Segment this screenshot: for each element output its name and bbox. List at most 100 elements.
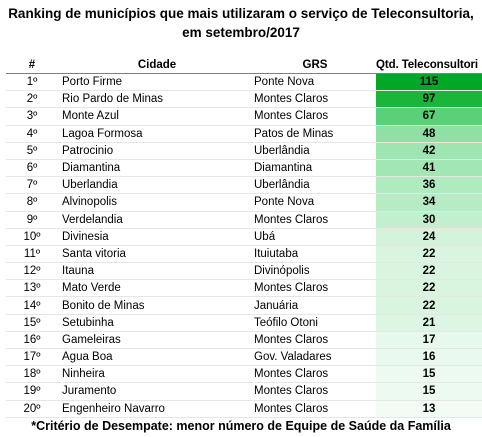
grs-cell: Divinópolis xyxy=(252,262,376,281)
qtd-cell: 22 xyxy=(376,296,482,315)
qtd-cell: 22 xyxy=(376,262,482,281)
rank-cell: 12º xyxy=(6,262,58,281)
rank-cell: 6º xyxy=(6,159,58,178)
rank-cell: 9º xyxy=(6,211,58,229)
city-cell: Verdelandia xyxy=(58,211,252,229)
table-row: 11º Santa vitoria Ituiutaba 22 xyxy=(6,245,482,264)
rank-cell: 18º xyxy=(6,365,58,384)
qtd-cell: 41 xyxy=(376,159,482,178)
qtd-cell: 42 xyxy=(376,142,482,160)
table-row: 7º Uberlandia Uberlândia 36 xyxy=(6,176,482,195)
city-cell: Uberlandia xyxy=(58,176,252,195)
rank-cell: 16º xyxy=(6,331,58,350)
grs-cell: Uberlândia xyxy=(252,142,376,160)
grs-cell: Gov. Valadares xyxy=(252,348,376,367)
table-row: 18º Ninheira Montes Claros 15 xyxy=(6,365,482,384)
table-row: 13º Mato Verde Montes Claros 22 xyxy=(6,279,482,298)
qtd-cell: 67 xyxy=(376,107,482,126)
qtd-cell: 115 xyxy=(376,73,482,92)
grs-cell: Ubá xyxy=(252,228,376,246)
tiebreak-note: *Critério de Desempate: menor número de … xyxy=(31,419,451,433)
rank-cell: 14º xyxy=(6,296,58,315)
grs-cell: Diamantina xyxy=(252,159,376,178)
rank-cell: 1º xyxy=(6,73,58,92)
title-line-2: em setembro/2017 xyxy=(182,25,300,40)
qtd-cell: 15 xyxy=(376,365,482,384)
grs-cell: Teófilo Otoni xyxy=(252,314,376,332)
grs-cell: Montes Claros xyxy=(252,382,376,401)
rank-cell: 11º xyxy=(6,245,58,264)
table-row: 17º Agua Boa Gov. Valadares 16 xyxy=(6,348,482,367)
grs-cell: Uberlândia xyxy=(252,176,376,195)
header-row: # Cidade GRS Qtd. Teleconsultori xyxy=(6,57,482,74)
ranking-table: # Cidade GRS Qtd. Teleconsultori 1º Porto… xyxy=(6,57,482,418)
table-row: 12º Itauna Divinópolis 22 xyxy=(6,262,482,281)
table-row: 20º Engenheiro Navarro Montes Claros 13 xyxy=(6,400,482,418)
grs-cell: Montes Claros xyxy=(252,400,376,418)
qtd-cell: 21 xyxy=(376,314,482,332)
city-cell: Patrocinio xyxy=(58,142,252,160)
grs-cell: Montes Claros xyxy=(252,365,376,384)
grs-cell: Montes Claros xyxy=(252,107,376,126)
qtd-cell: 15 xyxy=(376,382,482,401)
qtd-cell: 30 xyxy=(376,211,482,229)
grs-cell: Montes Claros xyxy=(252,90,376,109)
qtd-cell: 48 xyxy=(376,125,482,143)
rank-cell: 8º xyxy=(6,193,58,212)
city-cell: Gameleiras xyxy=(58,331,252,350)
rank-cell: 19º xyxy=(6,382,58,401)
qtd-cell: 13 xyxy=(376,400,482,418)
city-cell: Monte Azul xyxy=(58,107,252,126)
city-cell: Setubinha xyxy=(58,314,252,332)
header-rank: # xyxy=(6,57,58,74)
city-cell: Diamantina xyxy=(58,159,252,178)
qtd-cell: 16 xyxy=(376,348,482,367)
rank-cell: 7º xyxy=(6,176,58,195)
qtd-cell: 17 xyxy=(376,331,482,350)
grs-cell: Ponte Nova xyxy=(252,193,376,212)
city-cell: Ninheira xyxy=(58,365,252,384)
qtd-cell: 34 xyxy=(376,193,482,212)
city-cell: Divinesia xyxy=(58,228,252,246)
table-row: 10º Divinesia Ubá 24 xyxy=(6,228,482,246)
rank-cell: 13º xyxy=(6,279,58,298)
grs-cell: Montes Claros xyxy=(252,211,376,229)
rank-cell: 2º xyxy=(6,90,58,109)
table-row: 4º Lagoa Formosa Patos de Minas 48 xyxy=(6,125,482,143)
grs-cell: Januária xyxy=(252,296,376,315)
table-row: 6º Diamantina Diamantina 41 xyxy=(6,159,482,178)
table-row: 2º Rio Pardo de Minas Montes Claros 97 xyxy=(6,90,482,109)
rank-cell: 20º xyxy=(6,400,58,418)
grs-cell: Ponte Nova xyxy=(252,73,376,92)
city-cell: Porto Firme xyxy=(58,73,252,92)
city-cell: Agua Boa xyxy=(58,348,252,367)
city-cell: Bonito de Minas xyxy=(58,296,252,315)
table-row: 14º Bonito de Minas Januária 22 xyxy=(6,296,482,315)
city-cell: Alvinopolis xyxy=(58,193,252,212)
table-row: 19º Juramento Montes Claros 15 xyxy=(6,382,482,401)
table-body: 1º Porto Firme Ponte Nova 115 2º Rio Pardo de… xyxy=(6,73,482,418)
rank-cell: 17º xyxy=(6,348,58,367)
qtd-cell: 36 xyxy=(376,176,482,195)
city-cell: Itauna xyxy=(58,262,252,281)
city-cell: Lagoa Formosa xyxy=(58,125,252,143)
table-row: 8º Alvinopolis Ponte Nova 34 xyxy=(6,193,482,212)
table-row: 5º Patrocinio Uberlândia 42 xyxy=(6,142,482,160)
grs-cell: Ituiutaba xyxy=(252,245,376,264)
table-row: 9º Verdelandia Montes Claros 30 xyxy=(6,211,482,229)
table-row: 1º Porto Firme Ponte Nova 115 xyxy=(6,73,482,92)
rank-cell: 15º xyxy=(6,314,58,332)
table-header: # Cidade GRS Qtd. Teleconsultori xyxy=(6,57,482,74)
qtd-cell: 97 xyxy=(376,90,482,109)
report-title: Ranking de municípios que mais utilizara… xyxy=(0,4,482,42)
rank-cell: 5º xyxy=(6,142,58,160)
qtd-cell: 22 xyxy=(376,279,482,298)
qtd-cell: 24 xyxy=(376,228,482,246)
header-qtd: Qtd. Teleconsultori xyxy=(376,57,482,74)
qtd-cell: 22 xyxy=(376,245,482,264)
rank-cell: 3º xyxy=(6,107,58,126)
city-cell: Santa vitoria xyxy=(58,245,252,264)
header-city: Cidade xyxy=(58,57,252,74)
rank-cell: 10º xyxy=(6,228,58,246)
city-cell: Mato Verde xyxy=(58,279,252,298)
